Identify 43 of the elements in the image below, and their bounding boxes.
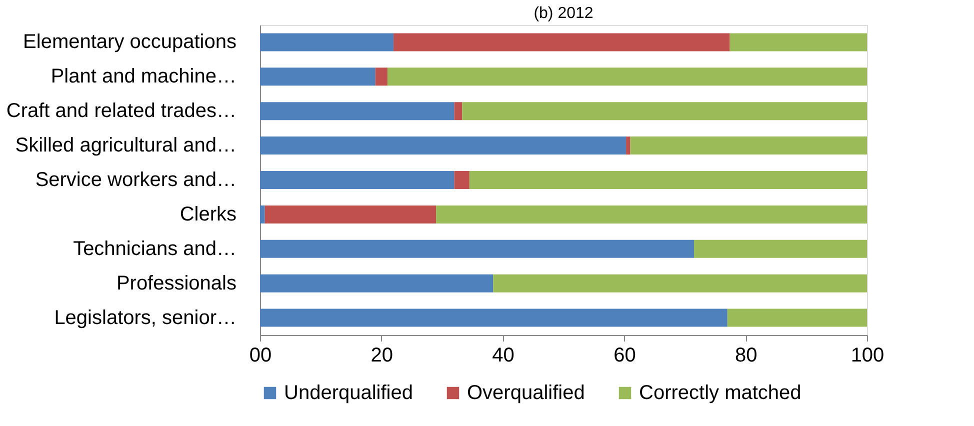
- bar: [387, 68, 867, 86]
- bar: [260, 33, 394, 52]
- bar: [394, 33, 730, 52]
- bar: [260, 240, 694, 258]
- bar: [727, 308, 867, 327]
- y-tick-label: Skilled agricultural and…: [15, 134, 236, 157]
- y-tick-label: Clerks: [180, 203, 236, 226]
- bar: [260, 68, 376, 86]
- x-tick-label: 40: [492, 344, 514, 366]
- bar: [694, 240, 867, 258]
- y-tick-label: Craft and related trades…: [6, 100, 236, 122]
- bar: [469, 171, 867, 189]
- bar: [454, 171, 470, 189]
- bar: [260, 171, 454, 189]
- bar: [493, 274, 867, 292]
- bar: [436, 205, 867, 224]
- y-tick-label: Service workers and…: [35, 169, 236, 191]
- bar: [626, 136, 630, 155]
- bar: [730, 33, 867, 52]
- bar: [630, 136, 867, 155]
- y-tick-label: Plant and machine…: [50, 66, 236, 88]
- y-tick-label: Elementary occupations: [23, 31, 236, 54]
- bar: [454, 102, 462, 120]
- bar: [260, 308, 728, 327]
- x-tick-label: 80: [734, 344, 758, 366]
- legend-label: Underqualified: [284, 382, 413, 404]
- bar: [264, 205, 436, 224]
- bar: [260, 102, 454, 120]
- y-tick-label: Technicians and…: [73, 238, 236, 260]
- y-tick-label: Professionals: [116, 272, 236, 294]
- x-tick-label: 60: [614, 344, 636, 366]
- legend-label: Overqualified: [467, 382, 585, 404]
- bar: [375, 68, 388, 86]
- bar: [260, 205, 265, 224]
- x-tick-label: 20: [370, 344, 394, 366]
- legend-label: Correctly matched: [639, 382, 802, 404]
- chart-title: (b) 2012: [534, 5, 594, 22]
- bar: [260, 274, 494, 292]
- x-tick-label: 00: [249, 344, 272, 366]
- x-tick-label: 100: [850, 344, 884, 366]
- y-tick-label: Legislators, senior…: [54, 306, 236, 329]
- bar: [260, 136, 626, 155]
- bar: [462, 102, 867, 120]
